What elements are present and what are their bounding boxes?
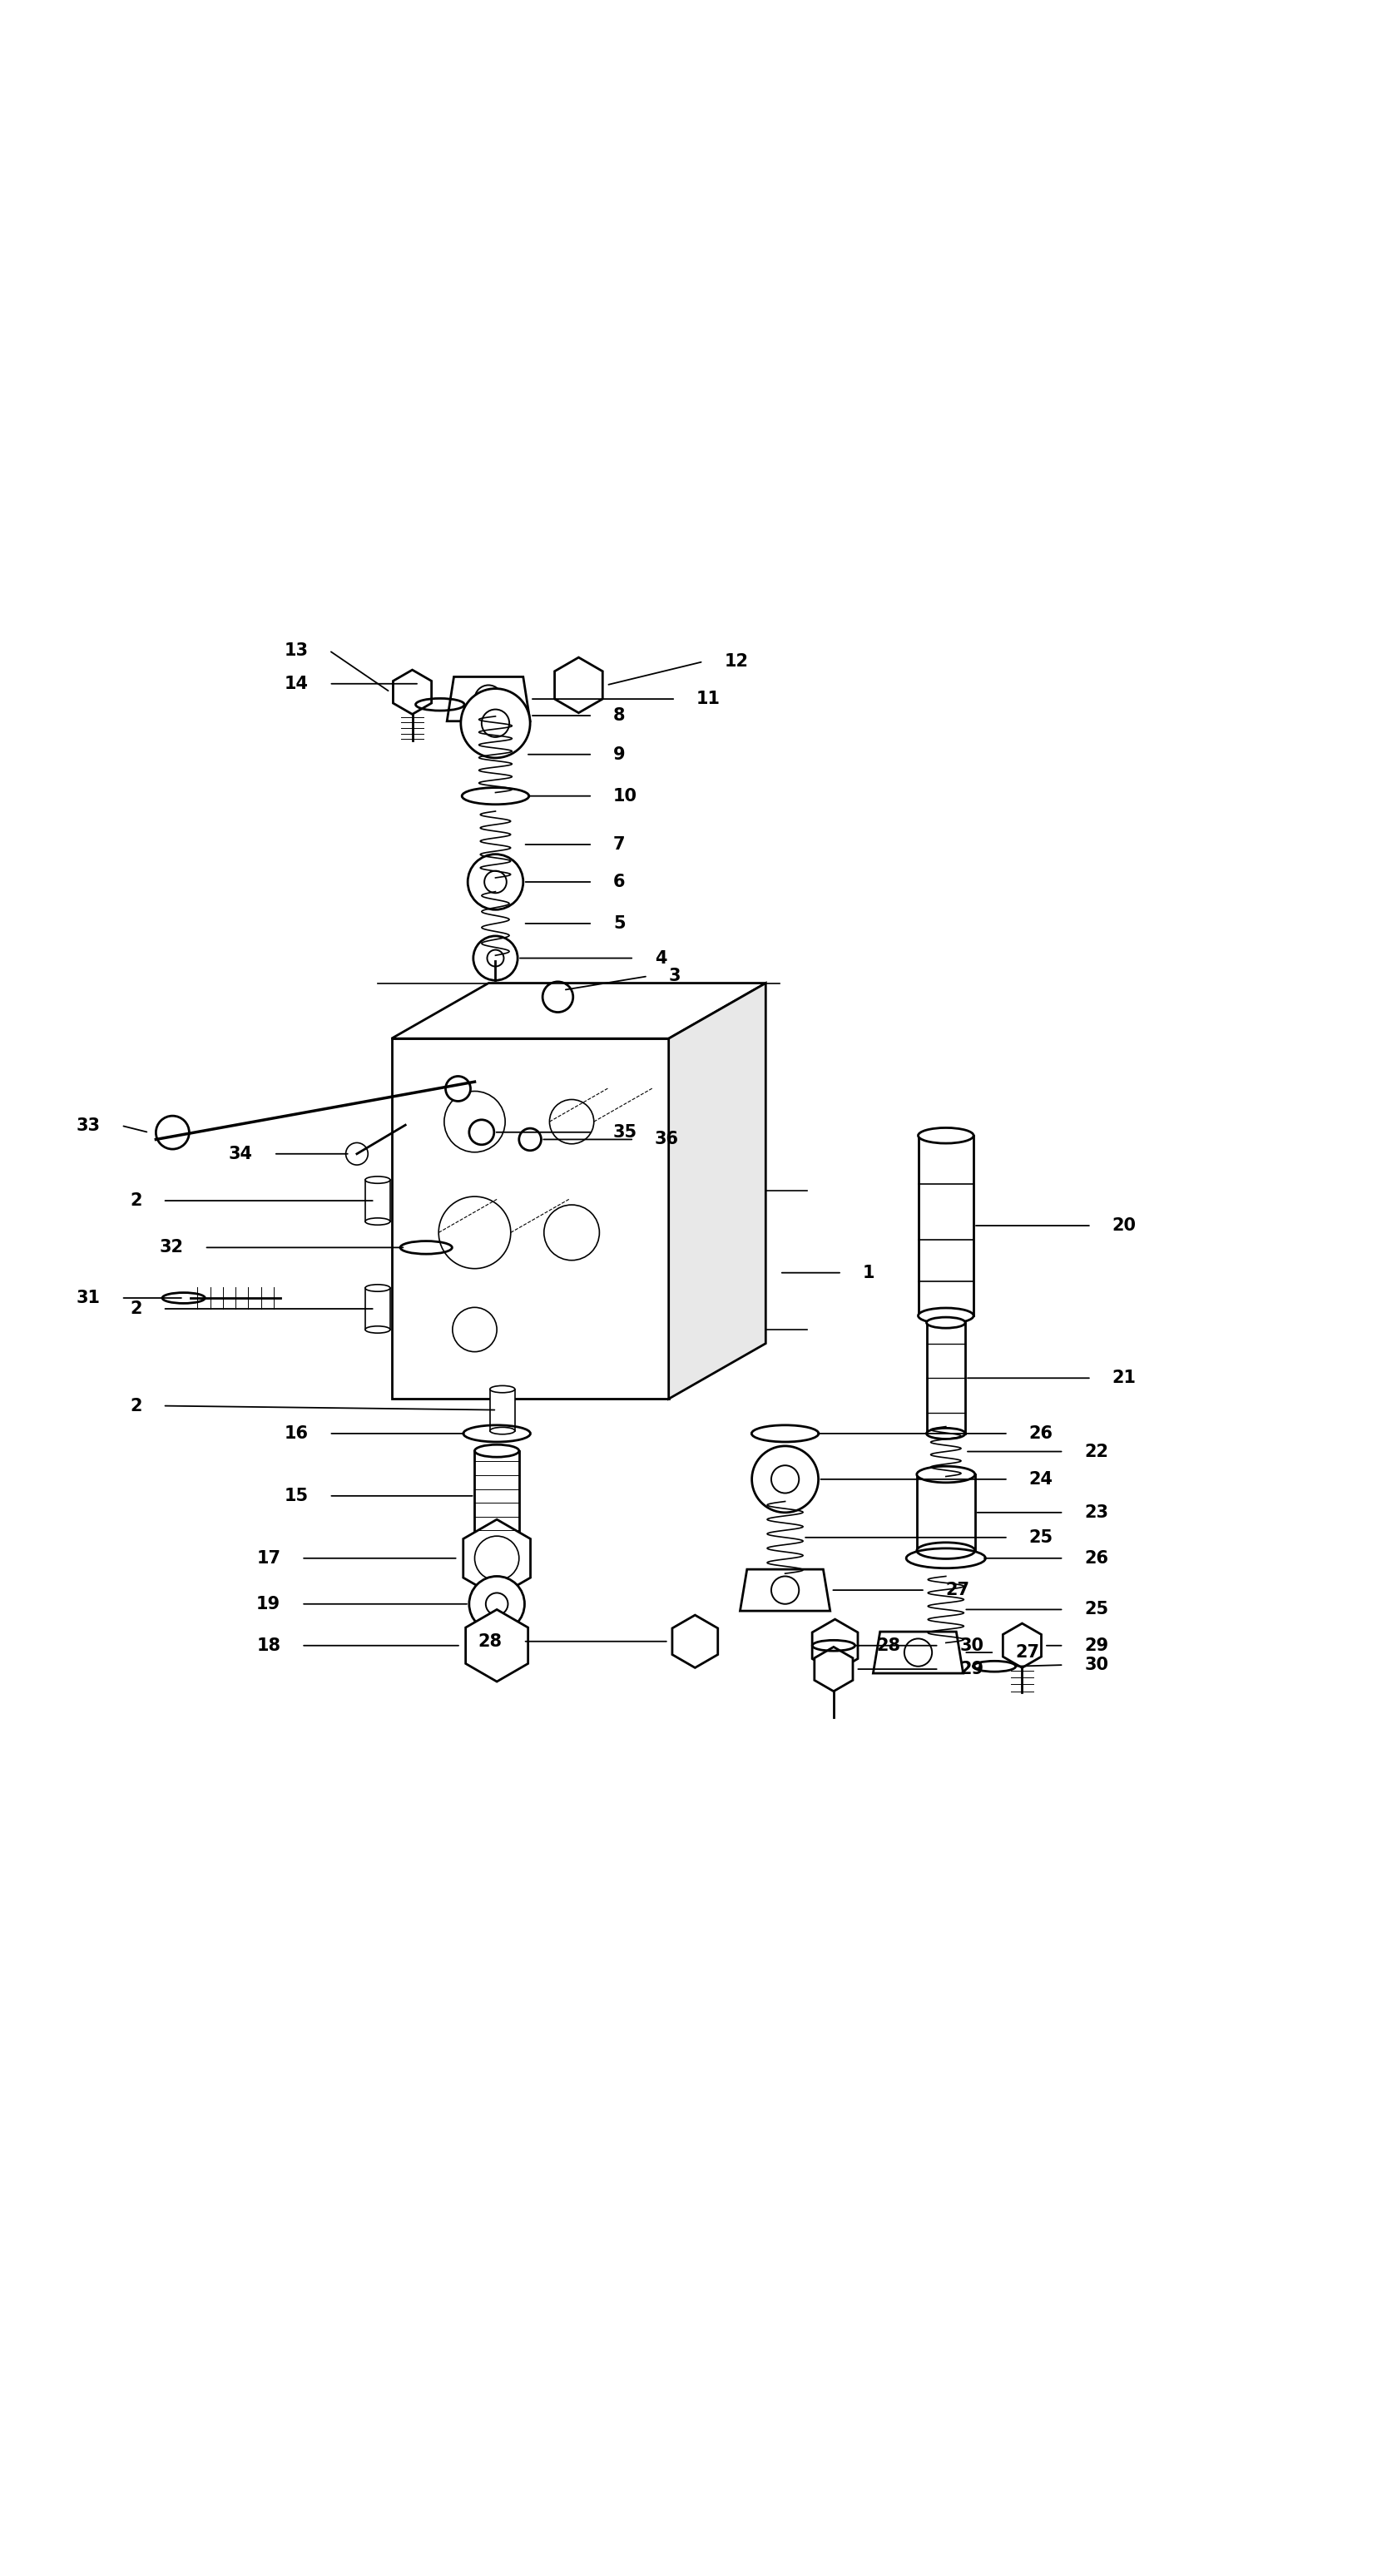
Text: 25: 25 [1084,1602,1108,1618]
Circle shape [544,1206,599,1260]
Ellipse shape [926,1316,965,1329]
Circle shape [345,1144,367,1164]
Text: 7: 7 [612,837,625,853]
Text: 13: 13 [284,641,308,659]
Polygon shape [814,1646,852,1692]
Circle shape [473,935,518,981]
Text: 18: 18 [256,1638,280,1654]
Text: 8: 8 [612,708,625,724]
Ellipse shape [475,1535,519,1548]
Circle shape [444,1092,505,1151]
Polygon shape [739,1569,830,1610]
Text: 11: 11 [696,690,720,708]
Text: 33: 33 [77,1118,100,1133]
Text: 30: 30 [1084,1656,1108,1674]
Text: 22: 22 [1084,1443,1108,1461]
Text: 21: 21 [1112,1370,1136,1386]
Text: 32: 32 [160,1239,184,1257]
Text: 36: 36 [654,1131,678,1149]
Text: 34: 34 [228,1146,253,1162]
Text: 4: 4 [654,951,667,966]
Polygon shape [464,1520,530,1597]
Text: 28: 28 [477,1633,503,1649]
Polygon shape [391,984,766,1038]
Text: 28: 28 [876,1638,901,1654]
Text: 27: 27 [945,1582,969,1600]
Text: 17: 17 [256,1551,280,1566]
Polygon shape [447,677,530,721]
Text: 23: 23 [1084,1504,1108,1520]
Polygon shape [391,1038,668,1399]
Text: 10: 10 [612,788,638,804]
Ellipse shape [926,1427,965,1440]
Ellipse shape [365,1327,390,1332]
Ellipse shape [365,1218,390,1226]
Polygon shape [393,670,432,714]
Ellipse shape [916,1466,974,1484]
Polygon shape [672,1615,717,1667]
Circle shape [438,1195,511,1267]
Circle shape [771,1577,799,1605]
Text: 35: 35 [612,1123,638,1141]
Ellipse shape [917,1309,973,1324]
Polygon shape [554,657,603,714]
Text: 9: 9 [612,747,625,762]
Bar [490,1388,515,1430]
Text: 2: 2 [129,1193,142,1208]
Circle shape [519,1128,541,1151]
Bar [475,1450,519,1540]
Circle shape [469,1121,494,1144]
Ellipse shape [490,1386,515,1394]
Bar [926,1321,965,1432]
Circle shape [156,1115,189,1149]
Text: 26: 26 [1029,1425,1052,1443]
Text: 3: 3 [668,969,681,984]
Ellipse shape [475,1445,519,1458]
Ellipse shape [490,1427,515,1435]
Text: 15: 15 [284,1486,308,1504]
Text: 29: 29 [1084,1638,1108,1654]
Text: 26: 26 [1084,1551,1108,1566]
Ellipse shape [365,1285,390,1291]
Polygon shape [812,1620,857,1672]
Text: 14: 14 [284,675,308,693]
Text: 20: 20 [1112,1218,1136,1234]
Bar [916,1473,974,1551]
Text: 19: 19 [256,1595,280,1613]
Bar [365,1288,390,1329]
Circle shape [469,1577,525,1631]
Polygon shape [465,1610,528,1682]
Text: 16: 16 [284,1425,308,1443]
Circle shape [752,1445,818,1512]
Polygon shape [873,1631,963,1674]
Ellipse shape [917,1128,973,1144]
Circle shape [475,1535,519,1582]
Circle shape [468,855,523,909]
Text: 29: 29 [959,1662,983,1677]
Text: 25: 25 [1029,1530,1052,1546]
Text: 12: 12 [724,654,748,670]
Text: 24: 24 [1029,1471,1052,1486]
Circle shape [475,685,503,714]
Text: 30: 30 [959,1638,983,1654]
Bar [917,1136,973,1316]
Text: 1: 1 [862,1265,874,1280]
Text: 27: 27 [1015,1643,1038,1662]
Text: 5: 5 [612,914,625,933]
Polygon shape [1002,1623,1041,1667]
Circle shape [461,688,530,757]
Bar [365,1180,390,1221]
Circle shape [543,981,572,1012]
Ellipse shape [365,1177,390,1182]
Text: 2: 2 [129,1399,142,1414]
Text: 31: 31 [77,1291,100,1306]
Ellipse shape [916,1543,974,1558]
Circle shape [452,1309,497,1352]
Circle shape [903,1638,931,1667]
Circle shape [445,1077,470,1100]
Polygon shape [668,984,766,1399]
Text: 6: 6 [612,873,625,891]
Circle shape [550,1100,593,1144]
Text: 2: 2 [129,1301,142,1316]
